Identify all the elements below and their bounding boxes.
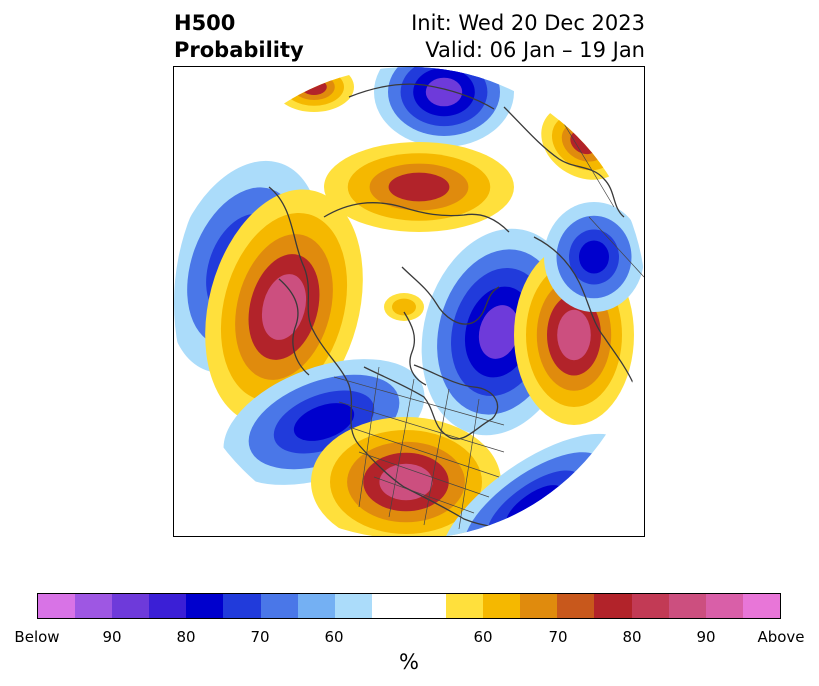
colorbar-swatch <box>112 594 150 618</box>
colorbar-tick-label: 60 <box>473 628 493 646</box>
coastlines <box>268 83 635 528</box>
colorbar-tick-label: 90 <box>696 628 716 646</box>
colorbar-swatch <box>742 594 780 618</box>
map-disk <box>174 67 644 536</box>
colorbar-swatch <box>186 594 224 618</box>
valid-range-label: Valid: 06 Jan – 19 Jan <box>425 38 645 62</box>
colorbar-swatch <box>371 594 409 618</box>
colorbar-swatch <box>705 594 743 618</box>
colorbar-unit-label: % <box>399 650 419 674</box>
colorbar-swatch <box>631 594 669 618</box>
colorbar-swatch <box>149 594 187 618</box>
colorbar-tick-label: 80 <box>622 628 642 646</box>
colorbar-swatch <box>668 594 706 618</box>
colorbar-swatch <box>38 594 76 618</box>
above-normal-polar-small <box>384 293 424 321</box>
probability-map <box>173 66 645 537</box>
below-normal-far-east <box>374 67 514 147</box>
colorbar-tick-label: Above <box>757 628 805 646</box>
colorbar-swatch <box>594 594 632 618</box>
state-borders <box>333 106 644 530</box>
colorbar-swatch <box>297 594 335 618</box>
colorbar-swatch <box>260 594 298 618</box>
colorbar-tick-label: 60 <box>324 628 344 646</box>
colorbar-swatch <box>483 594 521 618</box>
colorbar-tick-label: 80 <box>176 628 196 646</box>
colorbar-swatch <box>408 594 447 618</box>
colorbar-swatch <box>334 594 372 618</box>
colorbar-swatch <box>446 594 484 618</box>
colorbar-tick-label: 70 <box>548 628 568 646</box>
colorbar-tick-label: 90 <box>102 628 122 646</box>
map-variable-title: H500 <box>174 11 236 35</box>
colorbar-tick-label: 70 <box>250 628 270 646</box>
colorbar-swatch <box>75 594 113 618</box>
colorbar-tick-label: Below <box>14 628 60 646</box>
above-normal-arctic <box>324 142 514 232</box>
colorbar-swatch <box>520 594 558 618</box>
init-date-label: Init: Wed 20 Dec 2023 <box>411 11 645 35</box>
map-product-title: Probability <box>174 38 304 62</box>
colorbar-swatch <box>223 594 261 618</box>
below-normal-scandinavia <box>544 202 644 312</box>
probability-colorbar <box>37 593 781 619</box>
polar-map-canvas <box>174 67 644 536</box>
colorbar-swatch <box>557 594 595 618</box>
